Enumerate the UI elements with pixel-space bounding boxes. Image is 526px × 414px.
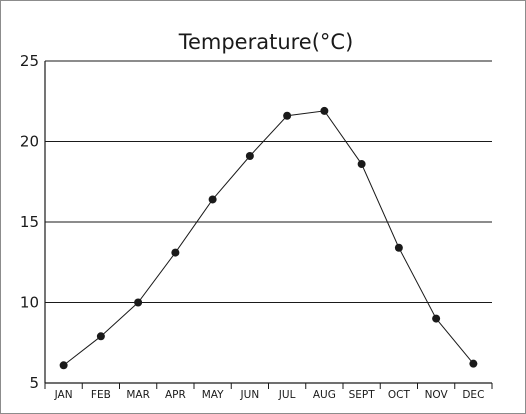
x-tick-label-dec: DEC xyxy=(462,389,484,401)
x-tick-label-aug: AUG xyxy=(313,389,336,401)
series-line-0 xyxy=(63,110,474,366)
data-point-jan xyxy=(59,361,68,370)
x-tick-label-sept: SEPT xyxy=(349,389,376,401)
data-point-mar xyxy=(134,298,143,307)
x-tick-label-may: MAY xyxy=(202,389,224,401)
x-tick-label-feb: FEB xyxy=(91,389,111,401)
y-tick-label-5: 5 xyxy=(29,374,39,392)
data-series xyxy=(59,106,478,370)
x-tick-label-jun: JUN xyxy=(240,389,260,401)
data-point-feb xyxy=(96,332,105,341)
x-tick-label-oct: OCT xyxy=(388,389,411,401)
y-tick-label-15: 15 xyxy=(20,213,39,231)
x-tick-label-nov: NOV xyxy=(425,389,449,401)
data-point-oct xyxy=(394,243,403,252)
data-point-jul xyxy=(283,111,292,120)
data-point-dec xyxy=(469,359,478,368)
x-tick-label-mar: MAR xyxy=(126,389,150,401)
chart-title: Temperature(°C) xyxy=(178,30,354,54)
x-tick-label-jan: JAN xyxy=(54,389,73,401)
data-point-sept xyxy=(357,160,366,169)
axes xyxy=(44,61,493,389)
x-tick-label-jul: JUL xyxy=(278,389,296,401)
data-point-nov xyxy=(432,314,441,323)
y-tick-label-25: 25 xyxy=(20,52,39,70)
x-tick-label-apr: APR xyxy=(165,389,186,401)
grid-lines xyxy=(45,60,492,303)
data-point-jun xyxy=(245,151,254,160)
y-tick-labels: 5 10 15 20 25 xyxy=(20,52,39,392)
data-point-aug xyxy=(320,106,329,115)
data-point-apr xyxy=(171,248,180,257)
x-tick-labels: JAN FEB MAR APR MAY JUN JUL AUG SEPT OCT NOV DEC xyxy=(54,389,485,401)
y-tick-label-10: 10 xyxy=(20,294,39,312)
data-point-may xyxy=(208,195,217,204)
y-tick-label-20: 20 xyxy=(20,133,39,151)
